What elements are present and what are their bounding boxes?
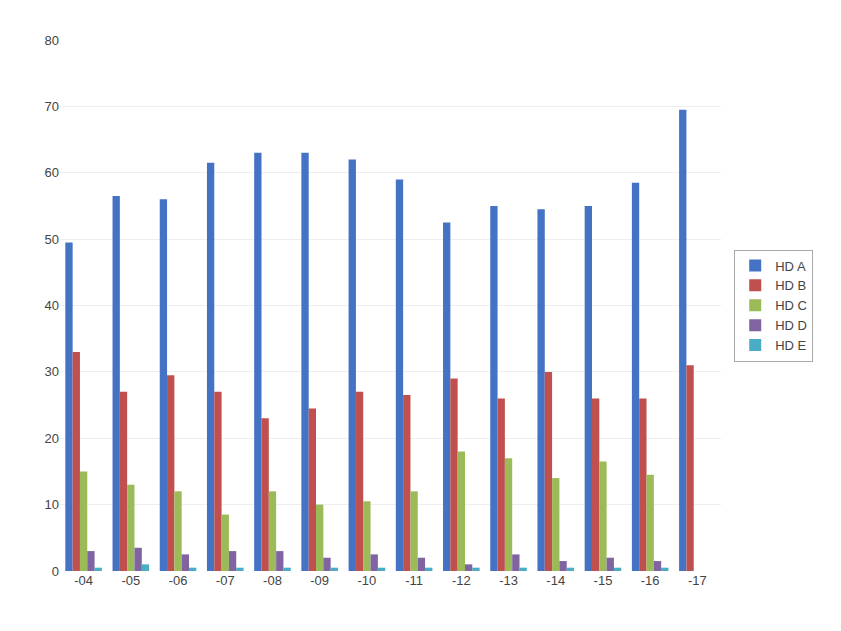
svg-text:0: 0 [52, 564, 59, 579]
svg-text:60: 60 [45, 165, 59, 180]
svg-text:-09: -09 [310, 573, 329, 588]
svg-text:HD D: HD D [775, 318, 807, 333]
svg-text:-15: -15 [594, 573, 613, 588]
svg-text:-16: -16 [641, 573, 660, 588]
svg-text:-11: -11 [405, 573, 423, 588]
svg-text:HD C: HD C [775, 298, 807, 313]
svg-text:-07: -07 [216, 573, 235, 588]
svg-text:-12: -12 [452, 573, 471, 588]
svg-text:30: 30 [45, 364, 59, 379]
svg-text:-13: -13 [499, 573, 518, 588]
svg-text:40: 40 [45, 298, 59, 313]
svg-text:80: 80 [45, 33, 59, 48]
svg-text:-17: -17 [688, 573, 707, 588]
svg-text:10: 10 [45, 497, 59, 512]
svg-text:50: 50 [45, 232, 59, 247]
svg-text:-04: -04 [74, 573, 93, 588]
svg-text:HD A: HD A [775, 259, 806, 274]
svg-text:20: 20 [45, 431, 59, 446]
svg-text:-10: -10 [357, 573, 376, 588]
svg-text:-05: -05 [121, 573, 140, 588]
svg-text:-08: -08 [263, 573, 282, 588]
svg-text:HD E: HD E [775, 338, 806, 353]
svg-text:HD B: HD B [775, 278, 806, 293]
svg-text:-14: -14 [546, 573, 565, 588]
svg-text:-06: -06 [169, 573, 188, 588]
svg-text:70: 70 [45, 99, 59, 114]
